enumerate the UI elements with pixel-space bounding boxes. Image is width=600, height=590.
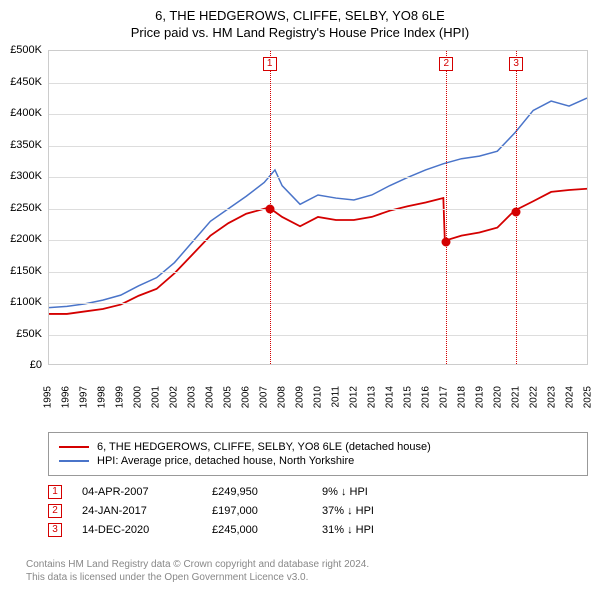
event-row: 3 14-DEC-2020 £245,000 31% ↓ HPI [48,523,588,537]
gridline [49,272,587,273]
event-row-price: £245,000 [212,524,302,536]
event-marker [265,204,274,213]
x-tick-label: 2013 [367,386,378,408]
x-tick-label: 2007 [259,386,270,408]
legend-label: 6, THE HEDGEROWS, CLIFFE, SELBY, YO8 6LE… [97,441,431,453]
y-tick-label: £300K [10,170,42,182]
gridline [49,240,587,241]
x-tick-label: 2006 [241,386,252,408]
event-number-box: 3 [509,57,523,71]
x-tick-label: 2004 [205,386,216,408]
gridline [49,303,587,304]
event-marker [512,207,521,216]
events-table: 1 04-APR-2007 £249,950 9% ↓ HPI 2 24-JAN-2017… [48,480,588,542]
x-tick-label: 2015 [403,386,414,408]
x-tick-label: 2009 [295,386,306,408]
event-number-box: 2 [439,57,453,71]
x-tick-label: 1996 [61,386,72,408]
series-property [49,189,587,314]
y-tick-label: £50K [16,328,42,340]
x-tick-label: 2018 [457,386,468,408]
x-tick-label: 2010 [313,386,324,408]
x-tick-label: 2014 [385,386,396,408]
x-tick-label: 1998 [97,386,108,408]
x-tick-label: 2021 [511,386,522,408]
title-address: 6, THE HEDGEROWS, CLIFFE, SELBY, YO8 6LE [10,8,590,23]
gridline [49,114,587,115]
event-number-box: 1 [263,57,277,71]
x-tick-label: 2020 [493,386,504,408]
x-tick-label: 1997 [79,386,90,408]
chart: 123 £0£50K£100K£150K£200K£250K£300K£350K… [48,50,588,395]
plot-area: 1 2 3 [48,50,588,365]
x-tick-label: 2011 [331,386,342,408]
x-tick-label: 2022 [529,386,540,408]
legend-item: 6, THE HEDGEROWS, CLIFFE, SELBY, YO8 6LE… [59,441,577,453]
event-row: 1 04-APR-2007 £249,950 9% ↓ HPI [48,485,588,499]
event-row-delta: 9% ↓ HPI [322,486,422,498]
legend-swatch [59,460,89,462]
x-tick-label: 2001 [151,386,162,408]
x-tick-label: 2012 [349,386,360,408]
gridline [49,209,587,210]
event-row-number: 3 [48,523,62,537]
title-block: 6, THE HEDGEROWS, CLIFFE, SELBY, YO8 6LE… [0,0,600,44]
y-tick-label: £450K [10,76,42,88]
footer-line-1: Contains HM Land Registry data © Crown c… [26,558,586,571]
event-marker [442,237,451,246]
x-tick-label: 2000 [133,386,144,408]
event-row-price: £249,950 [212,486,302,498]
gridline [49,177,587,178]
x-tick-label: 1995 [43,386,54,408]
y-tick-label: £0 [30,359,42,371]
event-row-price: £197,000 [212,505,302,517]
event-row-date: 24-JAN-2017 [82,505,192,517]
x-tick-label: 2008 [277,386,288,408]
x-tick-label: 2024 [565,386,576,408]
y-tick-label: £100K [10,296,42,308]
event-row-number: 2 [48,504,62,518]
chart-lines [49,51,587,364]
event-row-date: 14-DEC-2020 [82,524,192,536]
x-tick-label: 2016 [421,386,432,408]
y-tick-label: £250K [10,202,42,214]
x-tick-label: 2002 [169,386,180,408]
y-tick-label: £150K [10,265,42,277]
x-tick-label: 2005 [223,386,234,408]
x-tick-label: 2003 [187,386,198,408]
x-tick-label: 1999 [115,386,126,408]
event-row-number: 1 [48,485,62,499]
event-row-delta: 37% ↓ HPI [322,505,422,517]
legend-swatch [59,446,89,448]
legend-label: HPI: Average price, detached house, Nort… [97,455,354,467]
footer: Contains HM Land Registry data © Crown c… [26,558,586,584]
series-hpi [49,98,587,308]
x-tick-label: 2025 [583,386,594,408]
y-tick-label: £400K [10,107,42,119]
y-tick-label: £200K [10,233,42,245]
gridline [49,335,587,336]
y-tick-label: £500K [10,44,42,56]
event-row: 2 24-JAN-2017 £197,000 37% ↓ HPI [48,504,588,518]
gridline [49,146,587,147]
event-row-date: 04-APR-2007 [82,486,192,498]
x-tick-label: 2023 [547,386,558,408]
event-row-delta: 31% ↓ HPI [322,524,422,536]
legend: 6, THE HEDGEROWS, CLIFFE, SELBY, YO8 6LE… [48,432,588,476]
x-tick-label: 2019 [475,386,486,408]
footer-line-2: This data is licensed under the Open Gov… [26,571,586,584]
x-tick-label: 2017 [439,386,450,408]
title-subtitle: Price paid vs. HM Land Registry's House … [10,25,590,40]
legend-item: HPI: Average price, detached house, Nort… [59,455,577,467]
y-tick-label: £350K [10,139,42,151]
gridline [49,83,587,84]
event-line [446,51,447,364]
